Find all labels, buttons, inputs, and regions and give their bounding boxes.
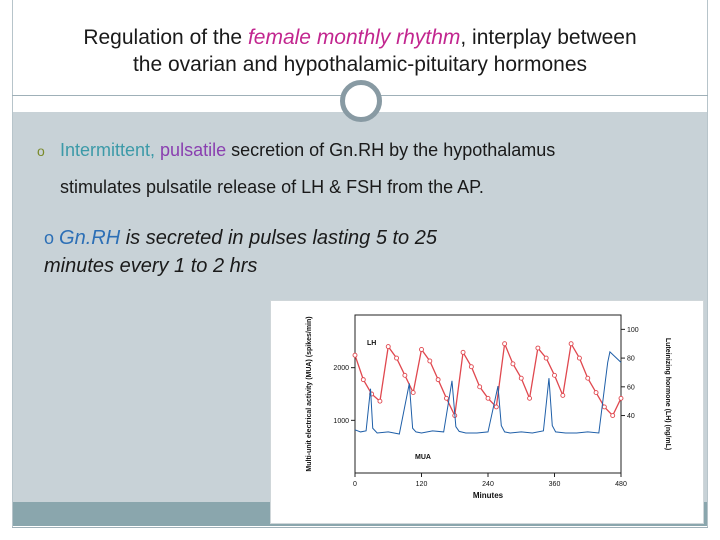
bullet-2-rest: is secreted in pulses lasting 5 to 25 (120, 227, 437, 249)
bullet-1-line-2: stimulates pulsatile release of LH & FSH… (60, 177, 484, 197)
gnrh-text: Gn.RH (59, 227, 121, 249)
legend-mua-label: MUA (415, 454, 431, 461)
y2-axis-label: Luteinizing hormone (LH) (ng/mL) (664, 338, 671, 450)
series-line-mua (354, 350, 622, 435)
lh-data-point (560, 392, 566, 398)
lh-data-point (576, 355, 582, 361)
lh-data-point (552, 372, 557, 378)
title-line-2: the ovarian and hypothalamic-pituitary h… (132, 53, 588, 76)
y-axis-label: Multi-unit electrical activity (MUA) (sp… (306, 316, 313, 471)
lh-data-point (460, 349, 466, 355)
bullet-2: o Gn.RH is secreted in pulses lasting 5 … (44, 224, 564, 280)
slide-border-left (12, 0, 13, 528)
lh-data-point (360, 377, 366, 383)
bullet-marker-1: o (37, 143, 45, 159)
y2-tick-label: 100 (627, 327, 639, 334)
y2-tick-label: 80 (627, 356, 635, 363)
lh-data-point (410, 390, 416, 396)
y2-tick-label: 40 (627, 413, 635, 420)
lh-data-point (601, 404, 607, 410)
lh-data-point (402, 372, 408, 378)
legend-lh-label: LH (367, 340, 376, 347)
y2-tick-label: 60 (627, 384, 635, 391)
lh-data-point (427, 358, 433, 364)
slide-title: Regulation of the female monthly rhythm,… (20, 24, 700, 78)
x-tick-label: 360 (549, 481, 561, 488)
lh-data-point (435, 377, 441, 383)
lh-data-point (385, 344, 391, 350)
x-axis-label: Minutes (473, 491, 504, 500)
lh-data-point (535, 345, 541, 351)
pulsatile-text: pulsatile (160, 140, 227, 160)
lh-data-point (593, 390, 599, 396)
x-tick-label: 480 (615, 481, 627, 488)
slide-border-bottom (12, 527, 708, 528)
lh-data-point (543, 355, 549, 361)
lh-data-point (618, 395, 624, 401)
bullet-marker-2: o (44, 228, 60, 248)
x-tick-label: 120 (416, 481, 428, 488)
lh-data-point (377, 398, 383, 404)
lh-data-point (585, 375, 591, 381)
x-tick-label: 240 (482, 481, 494, 488)
title-highlight: female monthly rhythm (247, 26, 461, 49)
lh-data-point (568, 341, 574, 347)
lh-data-point (468, 364, 474, 370)
lh-data-point (419, 347, 424, 352)
y-tick-label: 1000 (333, 418, 349, 425)
bullet-2-line-2: minutes every 1 to 2 hrs (44, 255, 258, 277)
y-tick-label: 2000 (333, 365, 349, 372)
title-text-2: , interplay between (460, 26, 637, 49)
lh-data-point (485, 395, 491, 401)
lh-data-point (510, 361, 516, 367)
intermittent-text: Intermittent, (60, 140, 161, 160)
lh-data-point (502, 341, 508, 347)
lh-mua-chart: 0 120 240 360 480 1000 2000 40 60 80 100 LH MUA M… (270, 300, 704, 524)
slide-border-right (707, 0, 708, 528)
lh-data-point (610, 413, 616, 418)
lh-data-point (527, 395, 533, 401)
chart-svg: 0 120 240 360 480 1000 2000 40 60 80 100 LH MUA M… (306, 314, 671, 500)
lh-data-point (443, 395, 449, 401)
series-line-lh (354, 341, 622, 418)
title-text-1: Regulation of the (83, 26, 248, 49)
bullet-1-line-1: Intermittent, pulsatile secretion of Gn.… (60, 138, 555, 162)
x-tick-label: 0 (353, 481, 357, 488)
bullet-1-rest: secretion of Gn.RH by the hypothalamus (226, 140, 556, 160)
lh-data-point (352, 352, 358, 358)
lh-data-point (518, 375, 524, 381)
divider-circle-ornament (340, 80, 382, 122)
lh-data-point (477, 384, 483, 390)
lh-data-point (493, 404, 499, 410)
lh-data-point (394, 355, 400, 361)
plot-frame (354, 314, 622, 474)
